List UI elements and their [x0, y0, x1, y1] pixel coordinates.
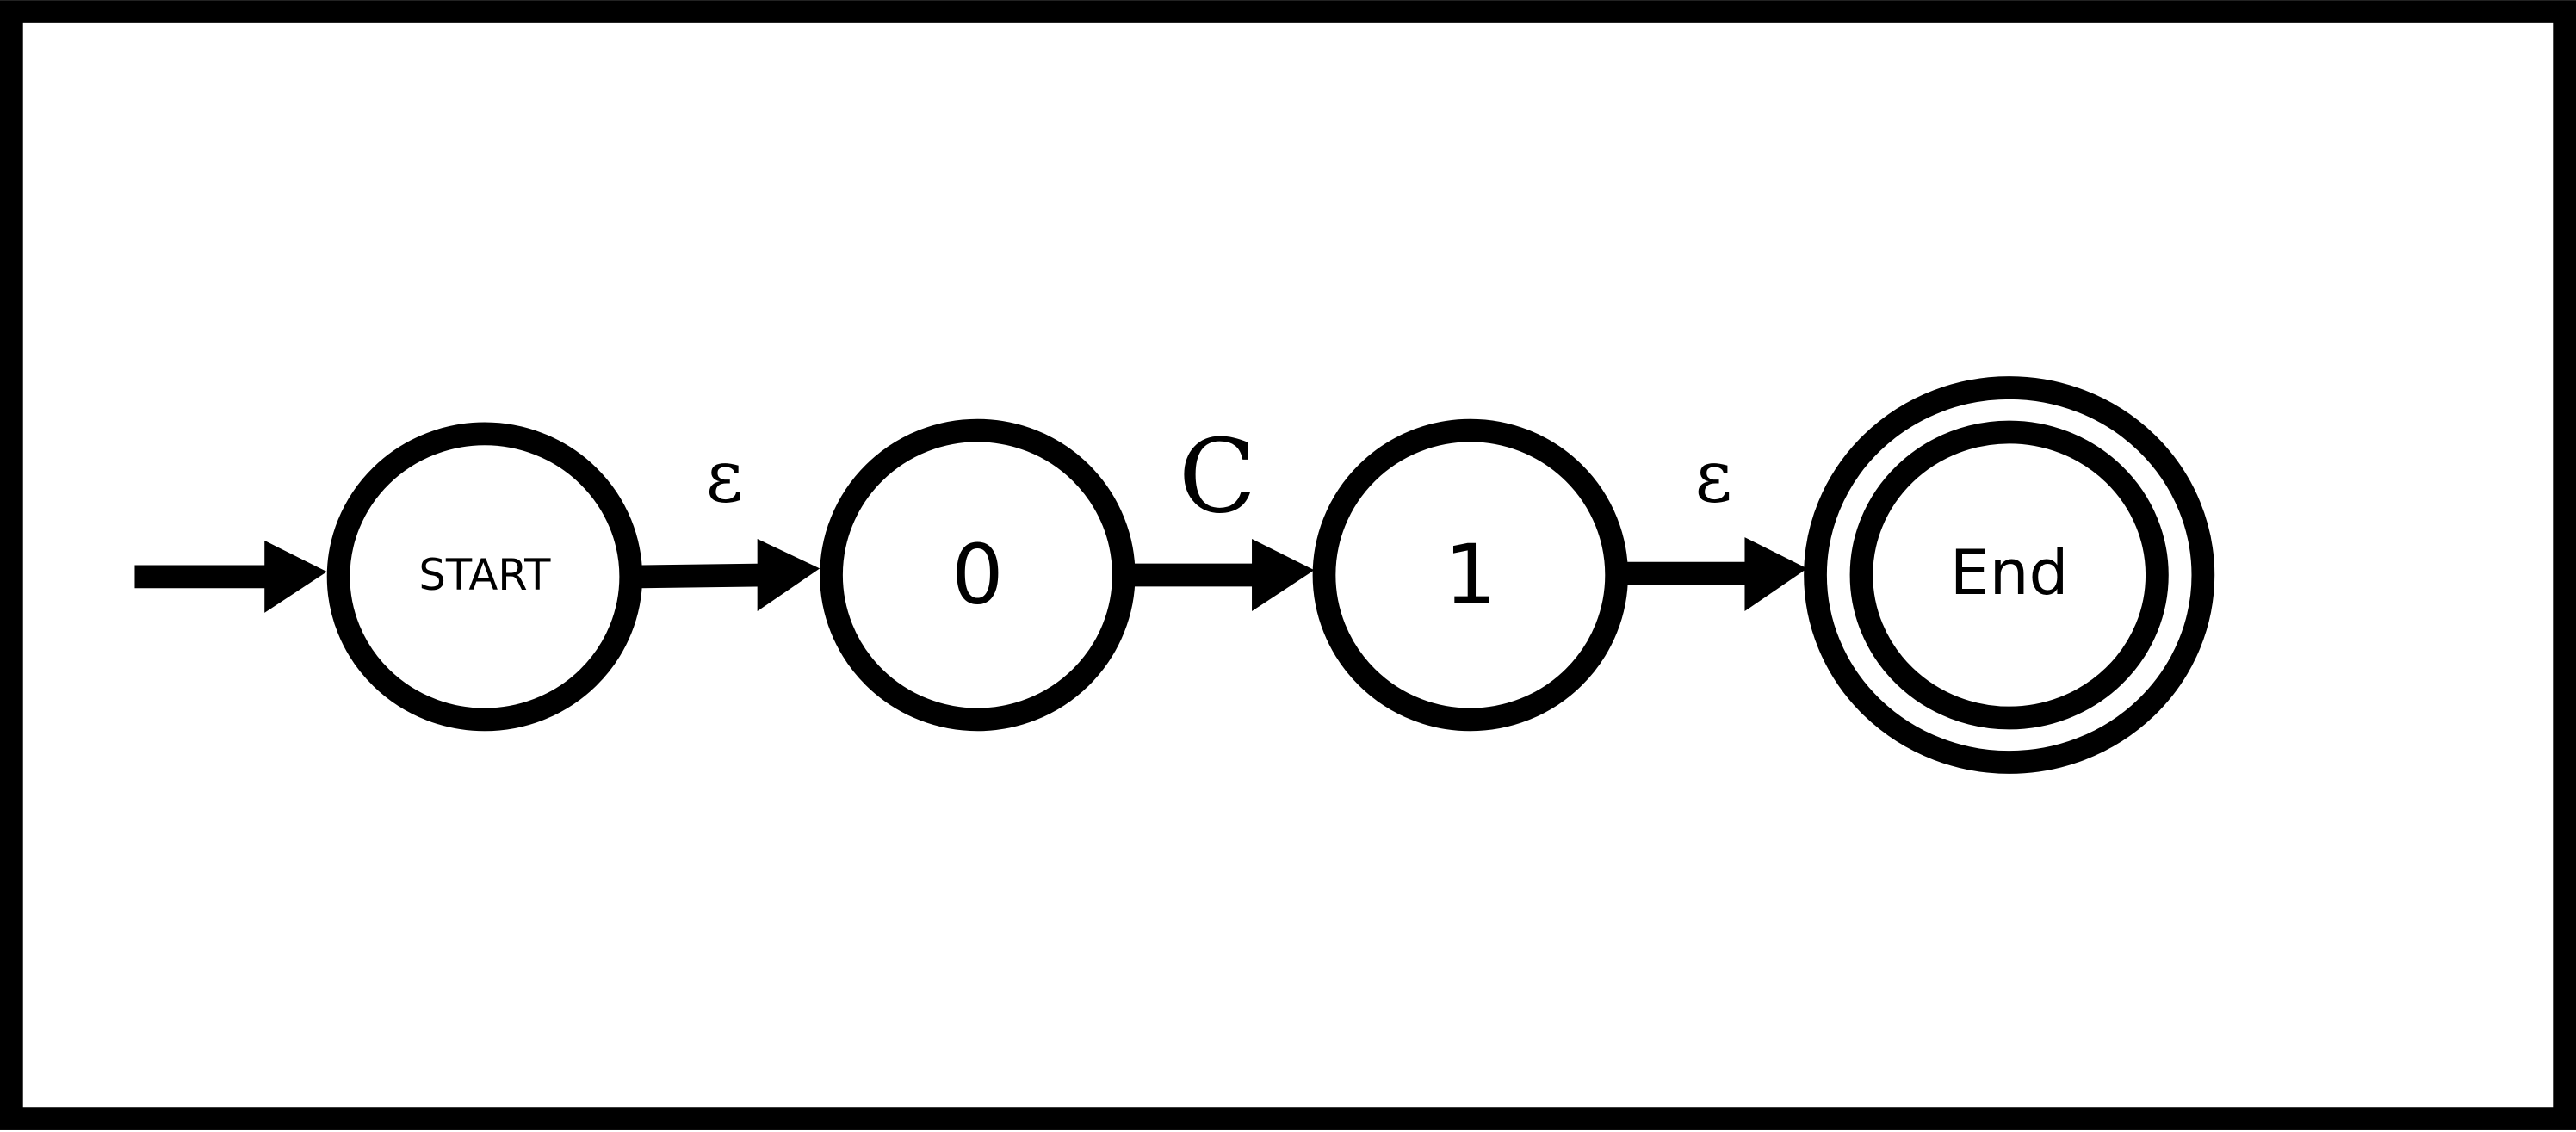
initial-arrow — [134, 540, 327, 613]
state-label-start: START — [418, 550, 551, 600]
state-label-end: End — [1950, 537, 2069, 609]
state-start: START — [326, 422, 643, 732]
transition-start-to-0 — [641, 539, 820, 611]
accepting-state-inner-ring — [1849, 420, 2169, 730]
transition-label-start-to-0: ε — [706, 435, 743, 519]
transition-label-0-to-1: C — [1179, 418, 1257, 536]
state-end: End — [1804, 376, 2215, 774]
transition-0-to-1 — [1133, 539, 1315, 611]
transition-1-to-end — [1626, 537, 1807, 611]
state-label-1: 1 — [1444, 527, 1496, 622]
state-0: 0 — [820, 418, 1136, 732]
transition-label-1-to-end: ε — [1694, 435, 1731, 519]
state-label-0: 0 — [951, 527, 1004, 622]
state-1: 1 — [1312, 418, 1628, 732]
